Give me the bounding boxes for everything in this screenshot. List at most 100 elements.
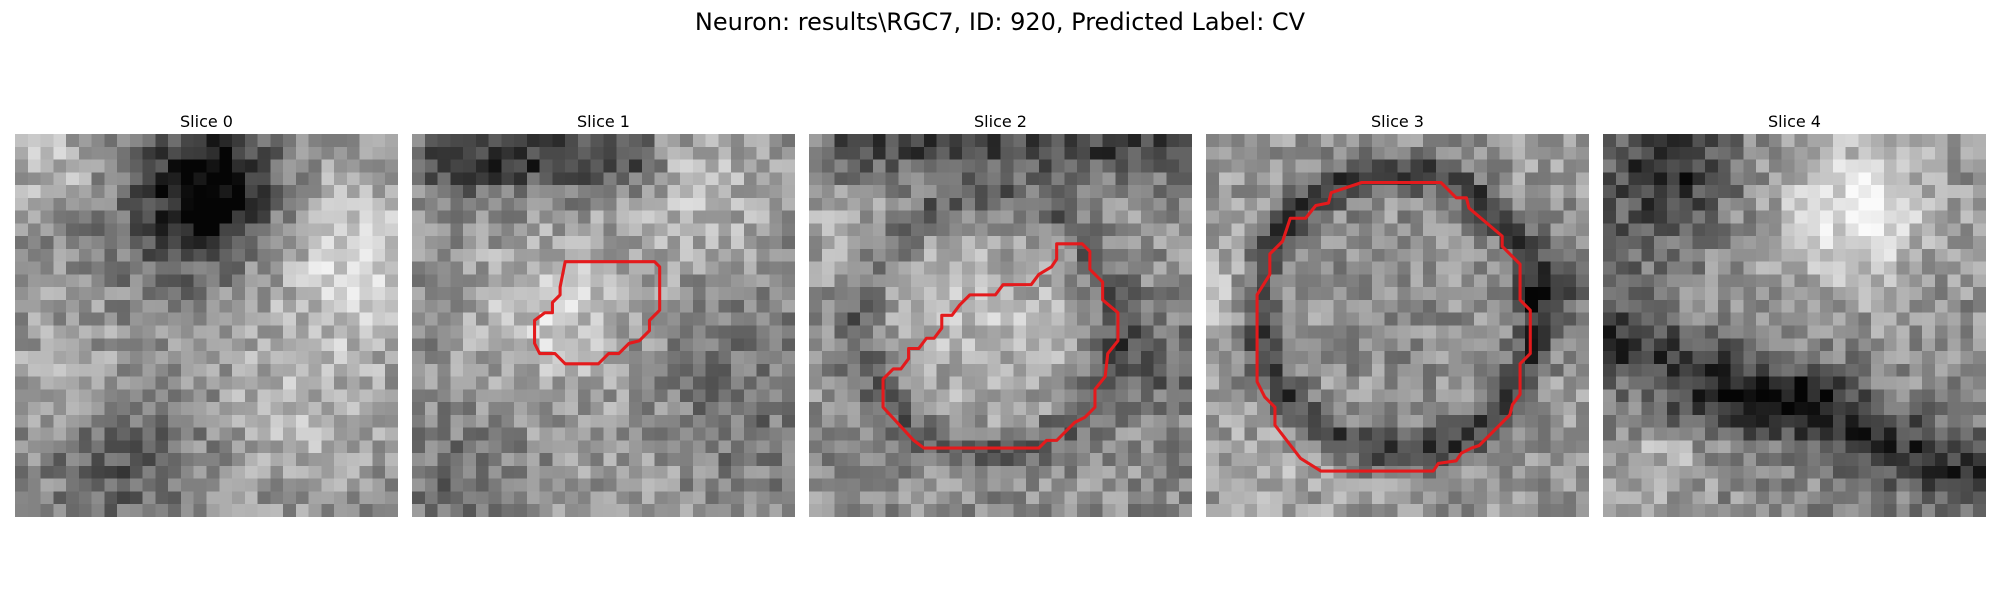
pixel-cell: [718, 338, 732, 352]
pixel-cell: [1960, 504, 1974, 517]
pixel-cell: [680, 465, 694, 479]
pixel-cell: [1371, 376, 1385, 390]
pixel-cell: [1576, 440, 1589, 454]
pixel-cell: [206, 414, 220, 428]
pixel-cell: [346, 465, 360, 479]
pixel-cell: [1333, 478, 1347, 492]
pixel-cell: [911, 261, 925, 275]
pixel-cell: [987, 248, 1001, 262]
pixel-cell: [412, 210, 426, 224]
pixel-cell: [1820, 159, 1834, 173]
pixel-cell: [834, 223, 848, 237]
pixel-cell: [463, 236, 477, 250]
pixel-cell: [1013, 299, 1027, 313]
pixel-cell: [1179, 376, 1192, 390]
pixel-cell: [860, 363, 874, 377]
pixel-cell: [1257, 440, 1271, 454]
pixel-cell: [860, 427, 874, 441]
pixel-cell: [450, 453, 464, 467]
pixel-cell: [1730, 210, 1744, 224]
pixel-cell: [1397, 376, 1411, 390]
pixel-cell: [412, 478, 426, 492]
pixel-cell: [1435, 427, 1449, 441]
pixel-cell: [53, 299, 67, 313]
pixel-cell: [1947, 402, 1961, 416]
pixel-cell: [911, 248, 925, 262]
pixel-cell: [1231, 146, 1245, 160]
pixel-cell: [437, 491, 451, 505]
pixel-cell: [1038, 287, 1052, 301]
pixel-cell: [1295, 491, 1309, 505]
pixel-cell: [219, 504, 233, 517]
pixel-cell: [911, 287, 925, 301]
pixel-cell: [219, 402, 233, 416]
pixel-cell: [1512, 210, 1526, 224]
pixel-cell: [142, 146, 156, 160]
pixel-cell: [1257, 312, 1271, 326]
pixel-cell: [1743, 134, 1757, 148]
pixel-cell: [488, 427, 502, 441]
pixel-cell: [1628, 261, 1642, 275]
pixel-cell: [1346, 338, 1360, 352]
pixel-cell: [501, 478, 515, 492]
pixel-cell: [142, 351, 156, 365]
pixel-cell: [1628, 312, 1642, 326]
pixel-cell: [475, 223, 489, 237]
pixel-cell: [1499, 172, 1513, 186]
pixel-cell: [53, 453, 67, 467]
pixel-cell: [809, 427, 823, 441]
pixel-cell: [334, 236, 348, 250]
pixel-cell: [1845, 274, 1859, 288]
pixel-cell: [949, 376, 963, 390]
pixel-cell: [1371, 134, 1385, 148]
pixel-cell: [1909, 197, 1923, 211]
pixel-cell: [295, 414, 309, 428]
segmentation-contour: [1255, 180, 1532, 473]
pixel-cell: [1026, 146, 1040, 160]
pixel-cell: [1486, 172, 1500, 186]
pixel-cell: [962, 236, 976, 250]
pixel-cell: [475, 299, 489, 313]
pixel-cell: [15, 376, 29, 390]
pixel-cell: [359, 465, 373, 479]
pixel-cell: [450, 504, 464, 517]
pixel-cell: [1794, 491, 1808, 505]
pixel-cell: [475, 312, 489, 326]
pixel-cell: [667, 236, 681, 250]
pixel-cell: [155, 363, 169, 377]
pixel-cell: [1218, 402, 1232, 416]
pixel-cell: [1641, 185, 1655, 199]
pixel-cell: [91, 389, 105, 403]
pixel-cell: [104, 504, 118, 517]
pixel-cell: [1013, 261, 1027, 275]
pixel-cell: [1537, 338, 1551, 352]
pixel-cell: [962, 414, 976, 428]
pixel-cell: [27, 376, 41, 390]
pixel-cell: [743, 197, 757, 211]
pixel-cell: [1346, 299, 1360, 313]
pixel-cell: [641, 261, 655, 275]
pixel-cell: [821, 261, 835, 275]
pixel-cell: [1960, 134, 1974, 148]
pixel-cell: [1179, 172, 1192, 186]
pixel-cell: [27, 274, 41, 288]
pixel-cell: [1603, 491, 1617, 505]
pixel-cell: [654, 402, 668, 416]
pixel-cell: [1384, 414, 1398, 428]
pixel-cell: [1153, 491, 1167, 505]
pixel-cell: [1128, 402, 1142, 416]
pixel-cell: [270, 440, 284, 454]
pixel-cell: [53, 274, 67, 288]
pixel-cell: [923, 197, 937, 211]
pixel-cell: [66, 376, 80, 390]
pixel-cell: [1717, 172, 1731, 186]
pixel-cell: [1666, 491, 1680, 505]
pixel-cell: [1883, 491, 1897, 505]
pixel-cell: [834, 427, 848, 441]
pixel-cell: [1666, 236, 1680, 250]
pixel-cell: [1756, 465, 1770, 479]
pixel-cell: [91, 134, 105, 148]
pixel-cell: [1346, 491, 1360, 505]
pixel-cell: [1756, 325, 1770, 339]
pixel-cell: [66, 465, 80, 479]
